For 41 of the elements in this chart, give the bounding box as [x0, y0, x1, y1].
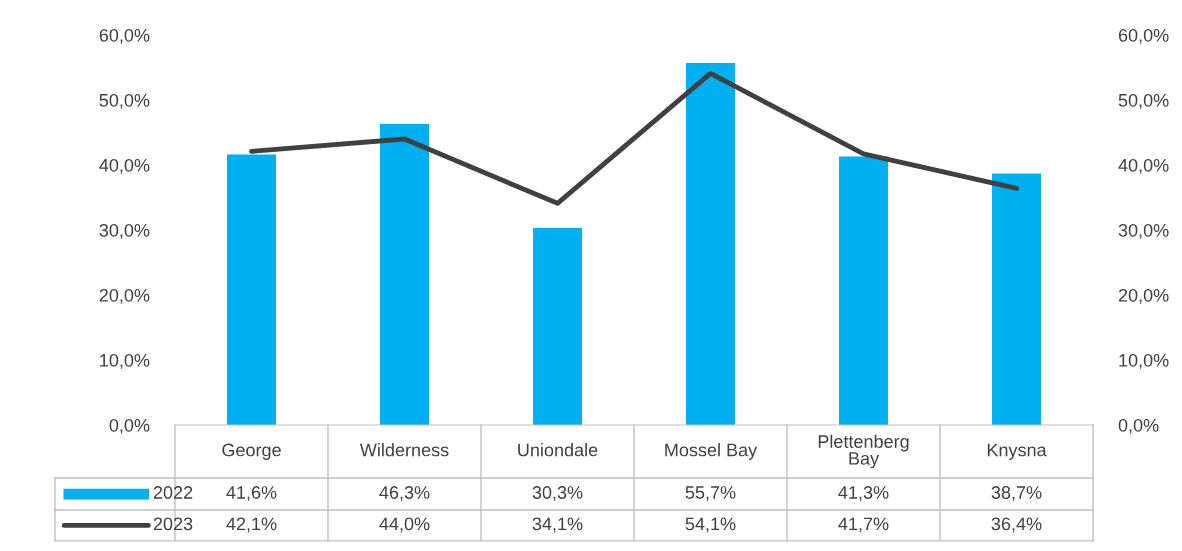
data-label: 38,7% [991, 486, 1042, 502]
data-label: 36,4% [991, 517, 1042, 533]
bar [992, 173, 1041, 425]
y2-tick-label: 40,0% [1118, 158, 1169, 174]
y-tick-label: 40,0% [99, 158, 150, 174]
y2-tick-label: 10,0% [1119, 353, 1169, 369]
legend-label: 2022 [153, 486, 193, 499]
y2-tick-label: 20,0% [1118, 288, 1169, 304]
bar [686, 62, 735, 425]
y2-tick-label: 30,0% [1118, 223, 1169, 239]
data-label: 30,3% [532, 486, 583, 502]
data-label: 44,0% [379, 517, 430, 533]
x-tick-label: Mossel Bay [665, 443, 758, 460]
x-tick-label: Knysna [987, 443, 1047, 460]
bar [380, 124, 429, 425]
bar [533, 228, 582, 425]
y-tick-label: 20,0% [99, 288, 150, 304]
data-label: 55,7% [685, 486, 736, 502]
x-tick-label: George [222, 443, 281, 460]
bar [227, 154, 276, 425]
data-label: 41,7% [838, 517, 889, 533]
y2-tick-label: 50,0% [1118, 93, 1169, 109]
data-label: 34,1% [532, 517, 583, 533]
data-label: 46,3% [379, 486, 430, 502]
y2-tick-label: 0,0% [1118, 418, 1159, 434]
data-label: 54,1% [685, 517, 736, 533]
y-tick-label: 50,0% [99, 93, 150, 109]
x-tick-label: Wilderness [359, 443, 449, 457]
y-tick-label: 0,0% [109, 418, 150, 434]
line-series [249, 70, 1019, 206]
y-tick-label: 10,0% [100, 353, 150, 369]
x-tick-label: Uniondale [518, 443, 598, 457]
y-tick-label: 60,0% [99, 28, 150, 44]
data-label: 41,3% [838, 486, 889, 502]
data-label: 41,6% [226, 486, 277, 502]
bar [839, 156, 888, 425]
legend-label: 2023 [153, 517, 193, 531]
y-tick-label: 30,0% [99, 223, 150, 239]
y2-tick-label: 60,0% [1118, 28, 1169, 44]
data-label: 42,1% [226, 517, 277, 533]
x-tick-label: Plettenberg Bay [818, 434, 909, 469]
